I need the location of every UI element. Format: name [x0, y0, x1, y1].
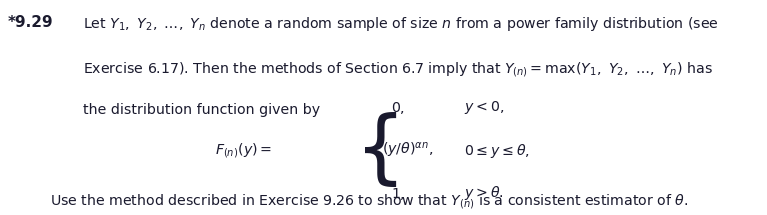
Text: $y < 0,$: $y < 0,$	[464, 99, 504, 116]
Text: $y > \theta.$: $y > \theta.$	[464, 184, 504, 203]
Text: Let $Y_1,\ Y_2,\ \ldots,\ Y_n$ denote a random sample of size $n$ from a power f: Let $Y_1,\ Y_2,\ \ldots,\ Y_n$ denote a …	[83, 15, 719, 33]
Text: $F_{(n)}(y) =$: $F_{(n)}(y) =$	[216, 141, 272, 160]
Text: $0 \leq y \leq \theta,$: $0 \leq y \leq \theta,$	[464, 141, 530, 160]
Text: $\{$: $\{$	[354, 111, 397, 190]
Text: Exercise 6.17). Then the methods of Section 6.7 imply that $Y_{(n)} = \max(Y_1,\: Exercise 6.17). Then the methods of Sect…	[83, 60, 713, 79]
Text: the distribution function given by: the distribution function given by	[83, 103, 320, 117]
Text: $(y/\theta)^{\alpha n},$: $(y/\theta)^{\alpha n},$	[382, 141, 433, 160]
Text: $1,$: $1,$	[391, 186, 405, 201]
Text: *9.29: *9.29	[8, 15, 53, 30]
Text: $0,$: $0,$	[391, 100, 405, 115]
Text: Use the method described in Exercise 9.26 to show that $Y_{(n)}$ is a consistent: Use the method described in Exercise 9.2…	[50, 192, 688, 211]
